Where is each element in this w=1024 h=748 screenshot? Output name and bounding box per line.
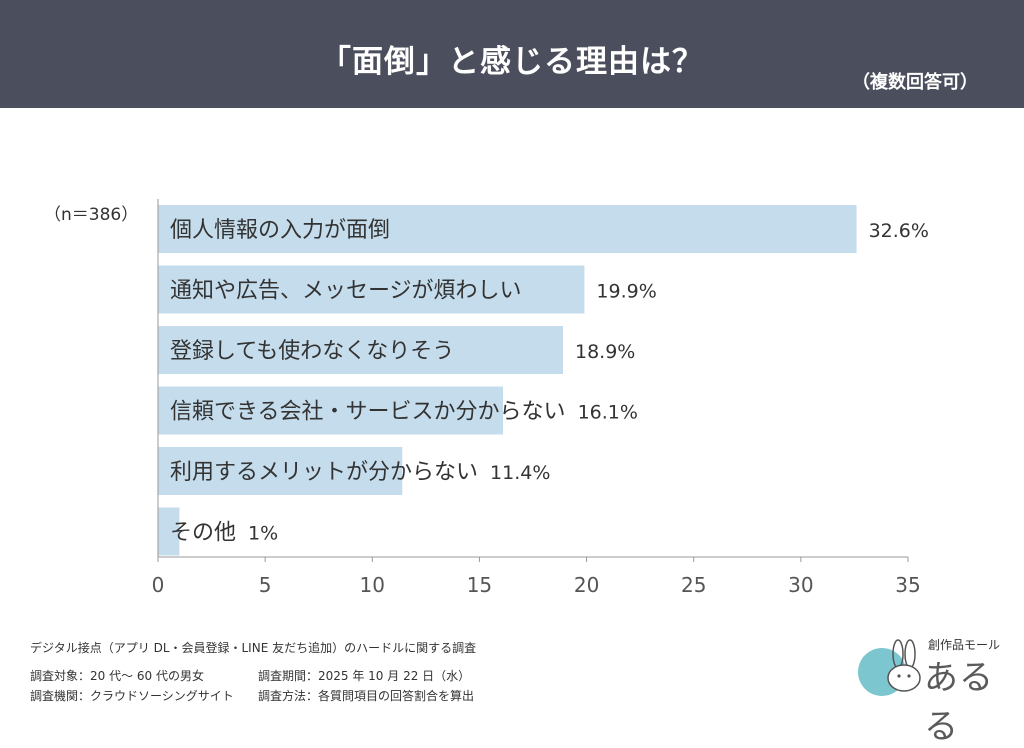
bar-value-label: 19.9% bbox=[596, 281, 656, 303]
bar-category-label: 利用するメリットが分からない bbox=[170, 460, 478, 485]
x-tick-label: 5 bbox=[259, 573, 272, 597]
logo-small-text: 創作品モール bbox=[928, 638, 1001, 652]
sample-size-label: （n＝386） bbox=[44, 205, 139, 225]
page-subtitle: （複数回答可） bbox=[852, 72, 978, 93]
bar-category-label: 通知や広告、メッセージが煩わしい bbox=[170, 279, 522, 304]
survey-method: 調査方法：各質問項目の回答割合を算出 bbox=[258, 689, 475, 703]
bar bbox=[158, 265, 585, 314]
bar-category-label: その他 bbox=[170, 521, 236, 546]
bar bbox=[158, 447, 403, 495]
bar-value-label: 18.9% bbox=[575, 341, 635, 363]
header-banner: 「面倒」と感じる理由は？ （複数回答可） bbox=[0, 0, 1024, 108]
x-tick-label: 10 bbox=[360, 573, 385, 597]
bar-category-label: 信頼できる会社・サービスか分からない bbox=[170, 400, 566, 425]
bar-category-label: 登録しても使わなくなりそう bbox=[170, 339, 454, 364]
survey-agency: 調査機関：クラウドソーシングサイト bbox=[30, 689, 234, 703]
bar-value-label: 11.4% bbox=[490, 462, 550, 484]
bar-value-label: 16.1% bbox=[578, 402, 638, 424]
bar bbox=[158, 205, 857, 253]
survey-heading: デジタル接点（アプリ DL・会員登録・LINE 友だち追加）のハードルに関する調… bbox=[30, 641, 477, 655]
page-title: 「面倒」と感じる理由は？ bbox=[320, 44, 704, 80]
x-tick-label: 20 bbox=[574, 573, 599, 597]
bar-value-label: 32.6% bbox=[869, 220, 929, 242]
survey-period: 調査期間：2025 年 10 月 22 日（水） bbox=[258, 669, 471, 683]
x-tick-label: 0 bbox=[152, 573, 165, 597]
brand-logo: 創作品モール あるる bbox=[852, 636, 1012, 747]
bar-value-label: 1% bbox=[248, 523, 278, 545]
bar bbox=[158, 326, 563, 374]
x-tick-label: 30 bbox=[788, 573, 813, 597]
bar-chart: 個人情報の入力が面倒通知や広告、メッセージが煩わしい登録しても使わなくなりそう信… bbox=[152, 199, 929, 597]
bar bbox=[158, 507, 180, 556]
rabbit-logo-icon bbox=[858, 639, 921, 696]
x-tick-label: 35 bbox=[895, 573, 920, 597]
logo-main-text: あるる bbox=[924, 658, 994, 747]
bar bbox=[158, 386, 503, 435]
x-tick-label: 25 bbox=[681, 573, 706, 597]
survey-target: 調査対象：20 代〜 60 代の男女 bbox=[30, 669, 204, 683]
x-tick-label: 15 bbox=[467, 573, 492, 597]
bar-category-label: 個人情報の入力が面倒 bbox=[170, 218, 390, 243]
